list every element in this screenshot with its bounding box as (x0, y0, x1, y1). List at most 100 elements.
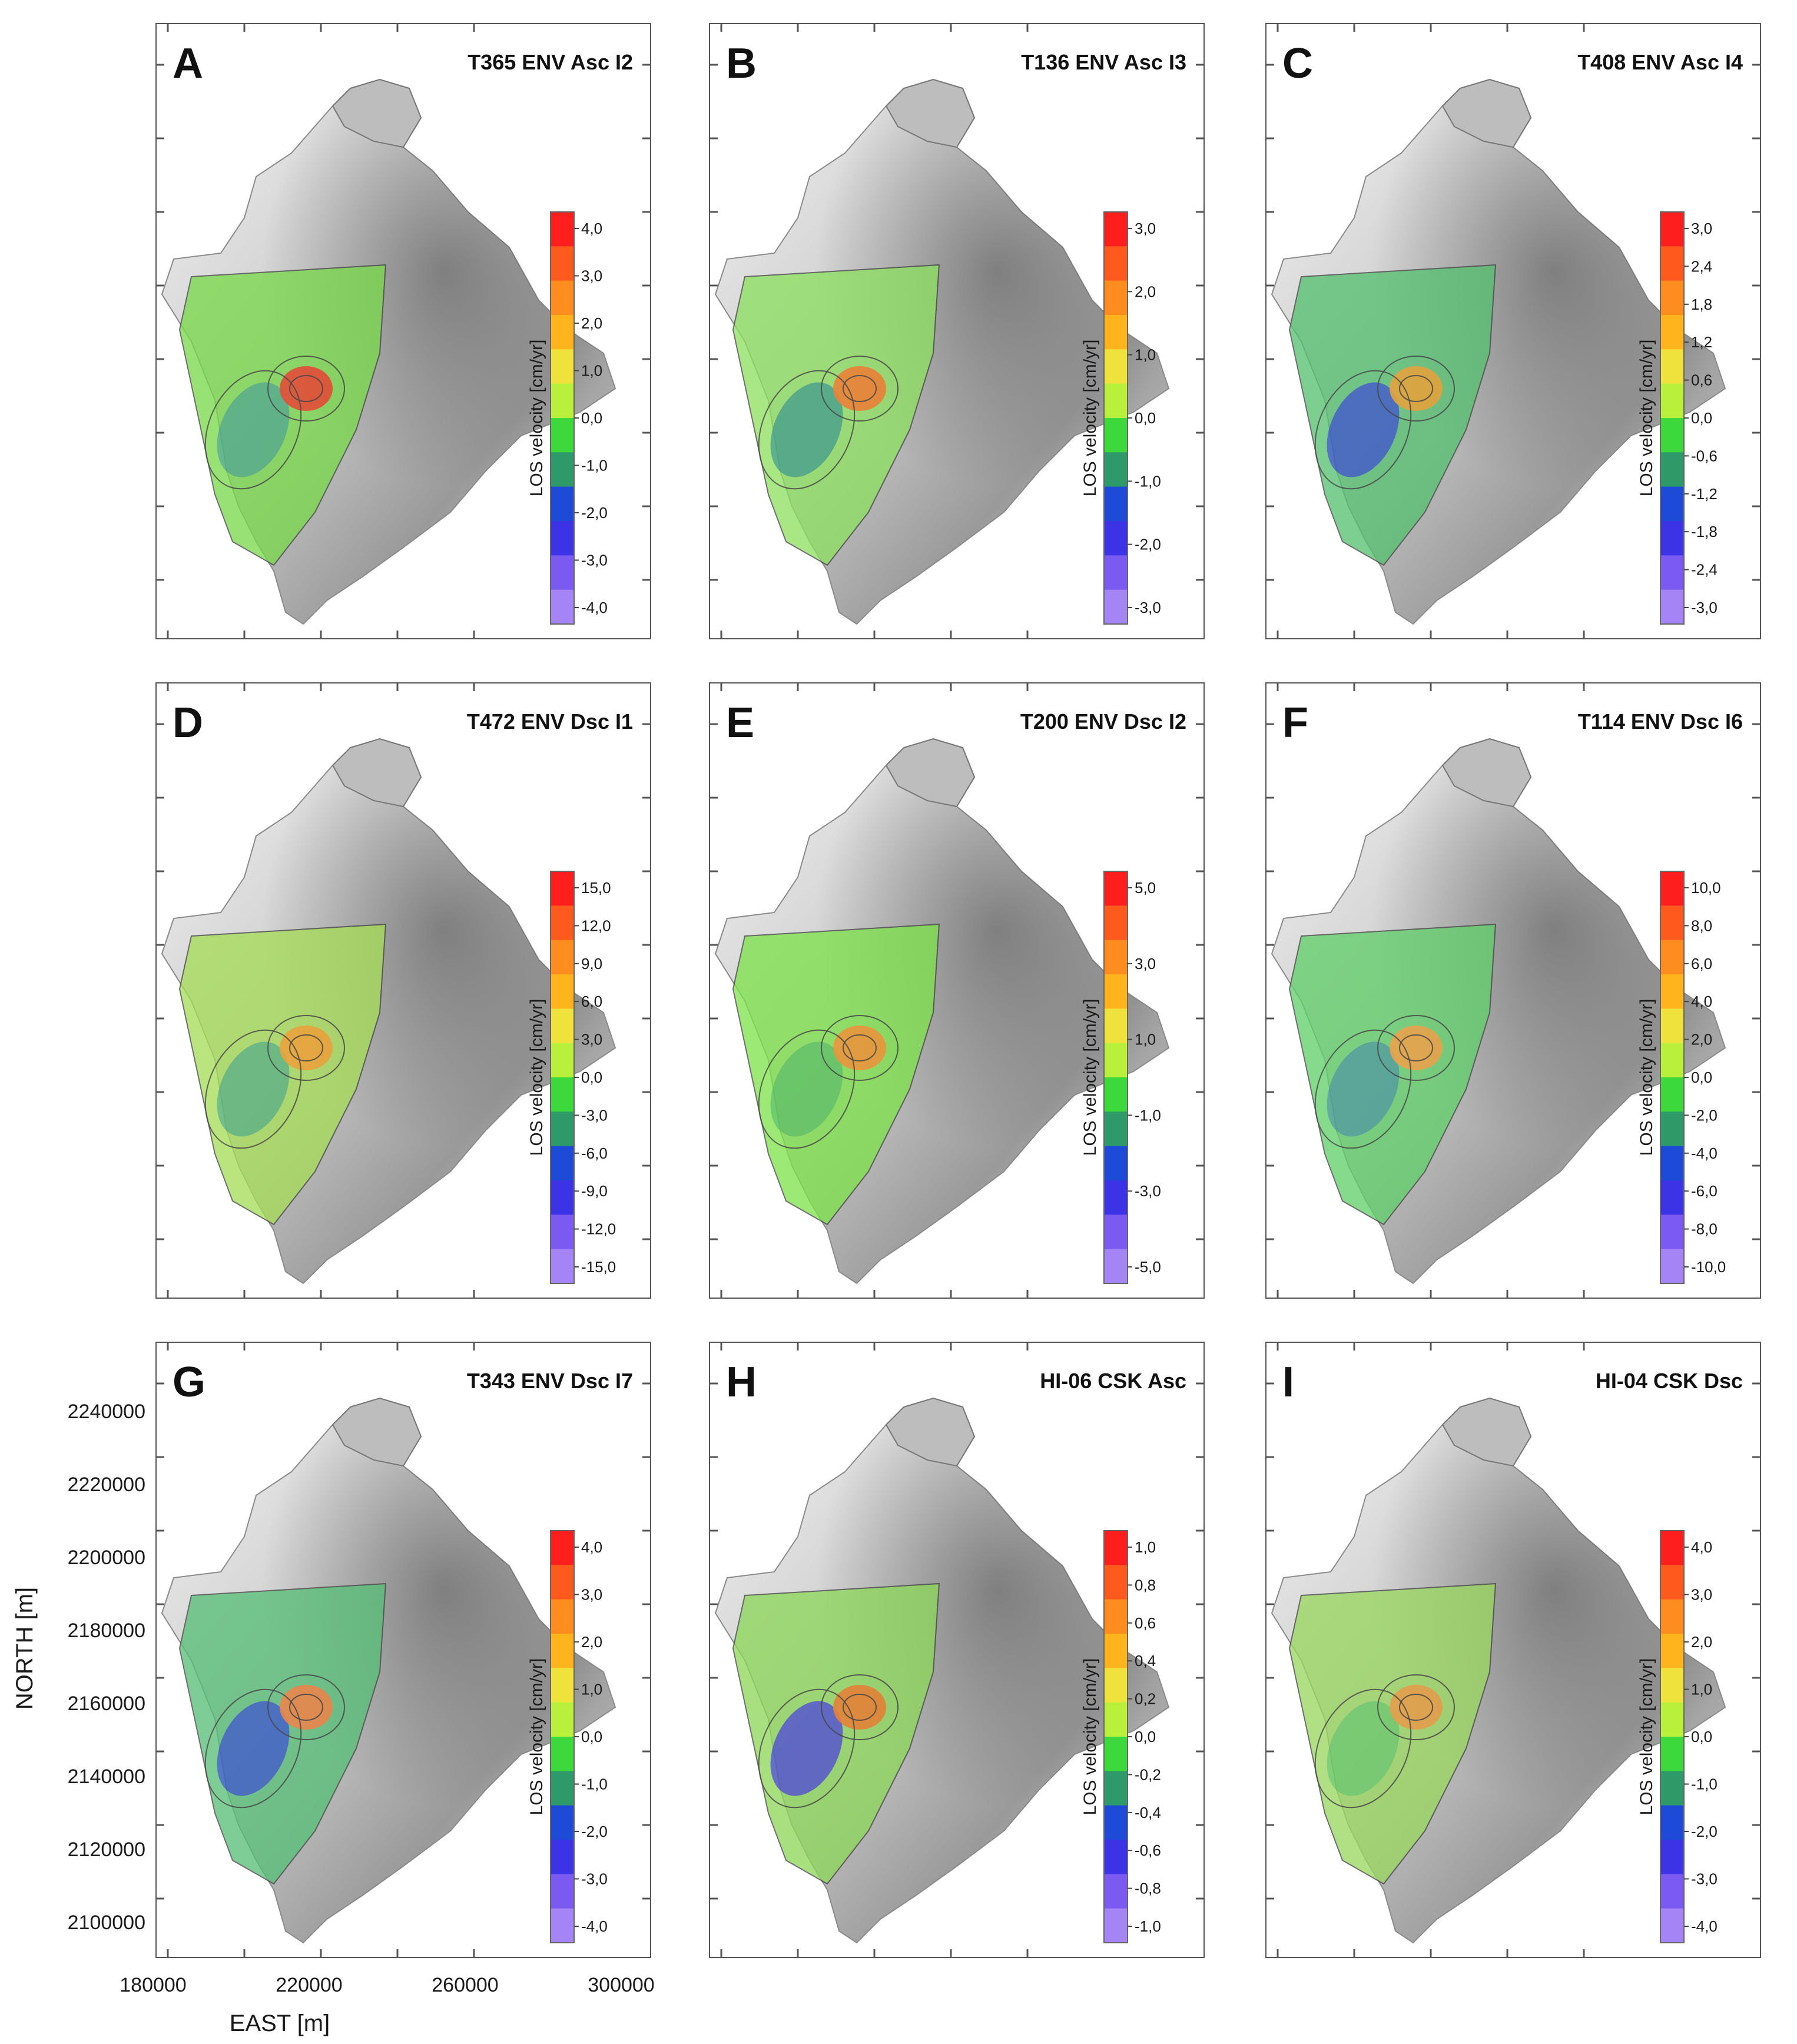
colorbar-tick-label: -1,0 (581, 457, 608, 474)
panel-i: I HI-04 CSK Dsc 4,0 3,0 2,0 1,0 0,0 -1,0 -2,0 -3,… (1265, 1342, 1761, 1958)
axes-layer: 180000 220000 260000 300000 2100000 2120000 21… (12, 1401, 655, 2036)
colorbar-swatch (1660, 1840, 1684, 1874)
contour-line (1377, 1015, 1455, 1081)
colorbar-tick-label: -2,0 (1691, 1106, 1718, 1124)
colorbar-swatch (1660, 1146, 1684, 1181)
kohala-summit (331, 78, 422, 148)
colorbar-tick-label: 2,0 (581, 314, 602, 332)
colorbar-tick-label: 0,8 (1135, 1576, 1156, 1594)
colorbar-tick-label: 0,0 (1691, 1069, 1712, 1086)
colorbar-tick-label: 1,0 (581, 1681, 602, 1698)
panel-letter: F (1282, 699, 1308, 746)
colorbar-tick-label: -3,0 (1691, 599, 1718, 616)
colorbar-swatch (1104, 940, 1128, 975)
colorbar-swatch (1660, 1702, 1684, 1737)
colorbar-tick-label: -0,6 (1135, 1841, 1161, 1859)
colorbar-swatch (1104, 1077, 1128, 1112)
colorbar-swatch (551, 1531, 574, 1565)
y-axis-label: NORTH [m] (12, 1587, 38, 1710)
panel-title: HI-04 CSK Dsc (1596, 1369, 1743, 1393)
colorbar-swatch (1660, 871, 1684, 906)
contour-line (843, 1694, 877, 1721)
colorbar-tick-label: 15,0 (581, 879, 611, 897)
colorbar-tick-label: -3,0 (581, 1106, 608, 1124)
colorbar-swatch (1660, 1634, 1684, 1668)
colorbar-tick-label: -6,0 (1691, 1182, 1718, 1200)
panel-g: G T343 ENV Dsc I7 4,0 3,0 2,0 1,0 0,0 -1,0 -2,0 -… (155, 1342, 651, 1958)
colorbar-swatch (1660, 1737, 1684, 1771)
contour-line (1377, 1674, 1455, 1740)
contour-line (1399, 1694, 1433, 1721)
colorbar-tick-label: -1,0 (1135, 1106, 1161, 1124)
colorbar-tick-label: -2,0 (1135, 536, 1161, 553)
colorbar-tick-label: 2,0 (1691, 1633, 1712, 1651)
colorbar: 3,0 2,0 1,0 0,0 -1,0 -2,0 -3,0 LOS velocity [cm… (1080, 211, 1161, 625)
colorbar-swatch (551, 1077, 574, 1112)
colorbar-swatch (551, 1111, 574, 1147)
colorbar: 4,0 3,0 2,0 1,0 0,0 -1,0 -2,0 -3,0 -4,0 LOS veloc… (527, 211, 608, 625)
colorbar: 4,0 3,0 2,0 1,0 0,0 -1,0 -2,0 -3,0 -4,0 LOS veloc… (527, 1530, 608, 1943)
colorbar-tick-label: 0,0 (1691, 409, 1712, 427)
velocity-overlay (1288, 1582, 1497, 1885)
colorbar: 1,0 0,8 0,6 0,4 0,2 0,0 -0,2 -0,4 -0,6 -0,8 -1,0 LO… (1080, 1530, 1161, 1943)
colorbar-border (1103, 871, 1128, 1284)
colorbar-swatch (1104, 1531, 1128, 1565)
colorbar-swatch (1104, 905, 1128, 941)
colorbar-tick-label: -0,2 (1135, 1766, 1161, 1783)
colorbar-title: LOS velocity [cm/yr] (527, 999, 546, 1156)
colorbar-tick-label: 4,0 (581, 220, 602, 237)
colorbar-swatch (1104, 871, 1128, 906)
colorbar-swatch (551, 418, 574, 453)
colorbar-title: LOS velocity [cm/yr] (1080, 999, 1100, 1156)
panel-title: HI-06 CSK Asc (1040, 1369, 1186, 1393)
colorbar-swatch (551, 1702, 574, 1737)
colorbar-swatch (1104, 589, 1128, 625)
y-tick-label: 2220000 (68, 1474, 145, 1496)
colorbar-swatch (1660, 349, 1684, 384)
colorbar-tick-label: -1,2 (1691, 485, 1718, 503)
colorbar-swatch (1104, 1008, 1128, 1044)
uplift-hotspot (1390, 1026, 1443, 1070)
colorbar-tick-label: 0,6 (1135, 1614, 1156, 1632)
colorbar-swatch (1660, 1805, 1684, 1840)
panel-title: T200 ENV Dsc I2 (1020, 709, 1186, 734)
colorbar-tick-label: -2,4 (1691, 561, 1718, 579)
colorbar-title: LOS velocity [cm/yr] (527, 340, 546, 497)
colorbar-swatch (1660, 1249, 1684, 1284)
colorbar-swatch (551, 1180, 574, 1215)
colorbar-tick-label: -4,0 (1691, 1144, 1718, 1162)
colorbar-tick-label: 3,0 (581, 1586, 602, 1604)
velocity-overlay (178, 264, 387, 566)
colorbar-tick-label: -2,0 (581, 1823, 608, 1840)
colorbar-swatch (551, 1874, 574, 1909)
panel-title: T136 ENV Asc I3 (1021, 50, 1186, 74)
colorbar: 3,0 2,4 1,8 1,2 0,6 0,0 -0,6 -1,2 -1,8 -2,4 -3,0 LO… (1637, 211, 1718, 625)
y-tick-label: 2120000 (68, 1839, 145, 1861)
contour-line (843, 1034, 877, 1061)
negative-lobe (1327, 1041, 1400, 1137)
panel-letter: D (173, 699, 203, 746)
colorbar-swatch (1660, 1008, 1684, 1044)
colorbar-swatch (551, 974, 574, 1009)
colorbar-swatch (1660, 905, 1684, 941)
y-tick-label: 2200000 (68, 1547, 145, 1569)
colorbar-swatch (551, 589, 574, 625)
colorbar-tick-label: -6,0 (581, 1144, 608, 1162)
colorbar-tick-label: 4,0 (581, 1538, 602, 1556)
contour-line (289, 375, 323, 402)
colorbar-swatch (1660, 315, 1684, 350)
colorbar-swatch (1660, 555, 1684, 590)
colorbar-tick-label: 3,0 (581, 1031, 602, 1048)
colorbar-tick-label: 0,0 (581, 1069, 602, 1086)
panel-letter: A (173, 40, 203, 87)
kohala-summit (1441, 78, 1532, 148)
colorbar-swatch (551, 1249, 574, 1284)
colorbar-tick-label: 9,0 (581, 955, 602, 973)
x-axis-label: EAST [m] (230, 2010, 330, 2036)
colorbar-swatch (551, 1043, 574, 1078)
panel-letter: E (726, 699, 754, 746)
contour-line (289, 1694, 323, 1721)
contour-line (821, 1674, 898, 1740)
colorbar-title: LOS velocity [cm/yr] (1080, 340, 1100, 497)
